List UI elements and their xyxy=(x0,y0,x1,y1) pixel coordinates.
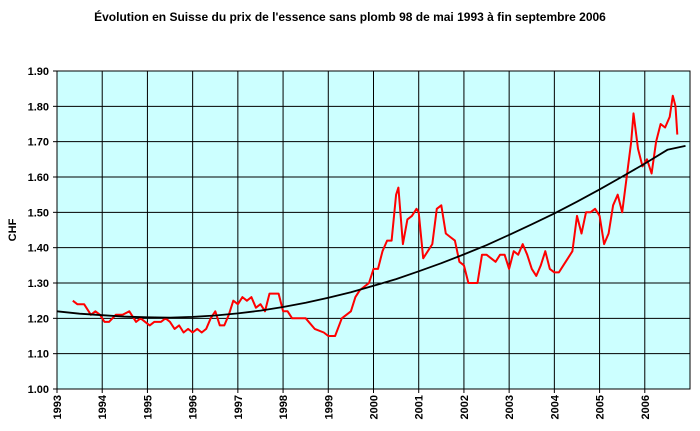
x-tick-label: 2005 xyxy=(595,395,607,419)
series-lines xyxy=(56,94,686,337)
x-tick-label: 2003 xyxy=(504,395,516,419)
x-tick-label: 1993 xyxy=(52,395,64,419)
y-tick-label: 1.60 xyxy=(28,172,49,184)
x-tick-label: 2000 xyxy=(369,395,381,419)
y-axis-ticks: 1.00 1.10 1.20 1.30 1.40 1.50 1.60 1.70 1.80 1.90 xyxy=(28,66,57,396)
trend-curve-line xyxy=(56,145,686,319)
price-series-line xyxy=(72,94,679,337)
y-tick-label: 1.90 xyxy=(28,66,49,78)
chart-title: Évolution en Suisse du prix de l'essence… xyxy=(94,10,606,24)
x-tick-label: 1996 xyxy=(188,395,200,419)
y-tick-label: 1.20 xyxy=(28,313,49,325)
y-tick-label: 1.00 xyxy=(28,384,49,396)
y-tick-label: 1.10 xyxy=(28,349,49,361)
x-tick-label: 1995 xyxy=(142,395,154,419)
grid-lines xyxy=(57,71,690,389)
x-tick-label: 2001 xyxy=(414,395,426,419)
y-tick-label: 1.80 xyxy=(28,101,49,113)
x-tick-label: 1997 xyxy=(233,395,245,419)
x-tick-label: 2006 xyxy=(640,395,652,419)
x-tick-label: 2004 xyxy=(549,394,561,419)
y-tick-label: 1.40 xyxy=(28,243,49,255)
x-tick-label: 2002 xyxy=(459,395,471,419)
y-axis-label: CHF xyxy=(7,218,19,241)
y-tick-label: 1.70 xyxy=(28,137,49,149)
y-tick-label: 1.50 xyxy=(28,207,49,219)
x-axis-ticks: 1993 1994 1995 1996 1997 1998 1999 2000 2001 2002… xyxy=(52,389,652,419)
y-tick-label: 1.30 xyxy=(28,278,49,290)
x-tick-label: 1994 xyxy=(97,394,109,419)
x-tick-label: 1998 xyxy=(278,395,290,419)
x-tick-label: 1999 xyxy=(323,395,335,419)
